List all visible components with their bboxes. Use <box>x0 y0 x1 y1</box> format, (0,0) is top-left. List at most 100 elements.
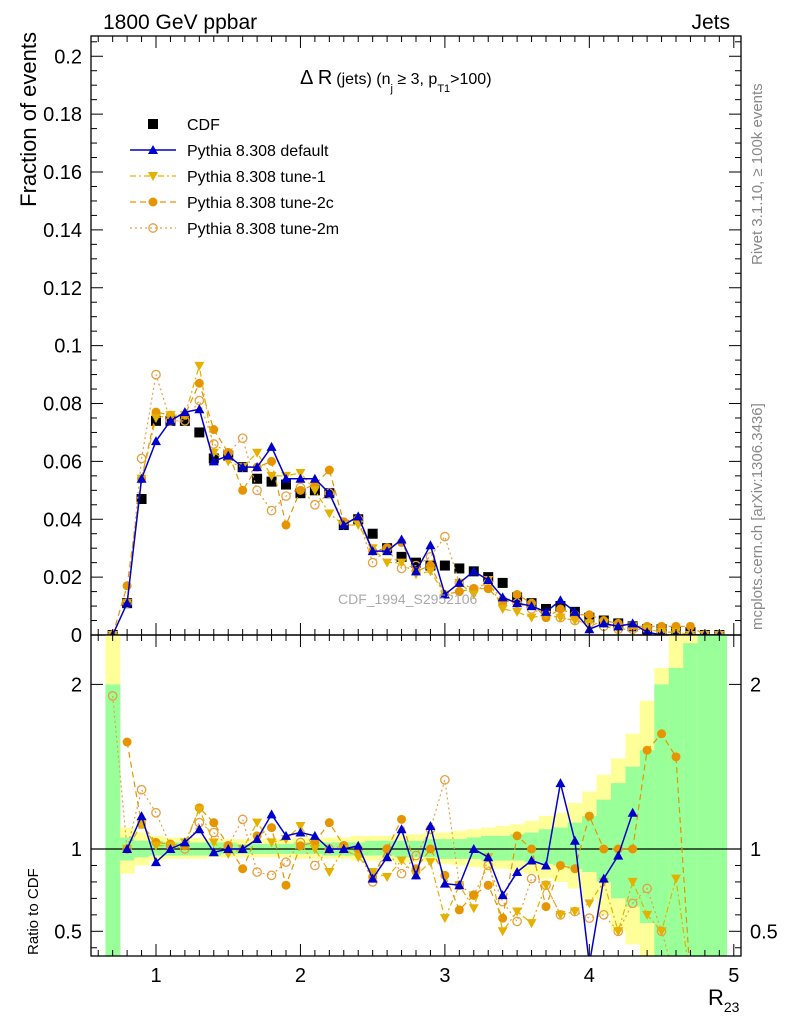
series-point-0 <box>613 621 624 631</box>
ratio-point-1 <box>627 877 638 887</box>
plot-title: Δ R (jets) (nj ≥ 3, pT1>100) <box>300 67 492 95</box>
ratio-point-1 <box>266 838 277 848</box>
x-tick-label: 1 <box>150 965 161 987</box>
ratio-point-1 <box>208 838 219 848</box>
ratio-plot: 1 2 3 4 5 0.5 0.5 1 1 2 2 <box>54 634 778 987</box>
cdf-data-point <box>454 563 465 574</box>
series-point-3 <box>237 433 248 444</box>
ratio-point-3 <box>627 898 638 909</box>
series-point-2 <box>454 587 464 597</box>
y-tick-label-top: 0.04 <box>43 509 82 531</box>
series-point-1 <box>223 457 234 467</box>
series-point-0 <box>179 407 190 417</box>
series-point-3 <box>252 485 262 496</box>
ratio-point-3 <box>151 807 161 818</box>
ratio-point-2 <box>657 729 667 739</box>
series-point-0 <box>439 589 450 599</box>
ratio-point-1 <box>353 853 364 863</box>
ratio-point-1 <box>613 927 624 937</box>
ratio-point-0 <box>223 844 234 853</box>
cdf-data-point <box>194 427 205 438</box>
ratio-point-1 <box>295 821 306 831</box>
plot-title-sub-j: j <box>390 83 393 95</box>
ratio-point-1 <box>656 927 667 937</box>
series-point-1 <box>512 607 523 617</box>
ratio-point-0 <box>541 860 551 870</box>
ratio-point-0 <box>281 830 291 840</box>
ratio-point-0 <box>208 847 219 857</box>
ratio-point-3 <box>252 867 262 877</box>
ratio-point-2 <box>295 841 305 851</box>
ratio-point-0 <box>382 852 393 862</box>
x-tick-label: 2 <box>295 965 306 987</box>
ratio-point-1 <box>642 910 653 920</box>
ratio-point-3 <box>642 883 652 894</box>
ratio-point-2 <box>498 913 508 923</box>
ratio-point-1 <box>569 907 580 917</box>
ratio-point-0 <box>367 873 378 883</box>
ratio-point-1 <box>439 914 450 924</box>
ratio-point-1 <box>555 910 566 920</box>
series-point-2 <box>324 465 334 475</box>
ratio-point-0 <box>309 830 320 840</box>
ratio-point-0 <box>122 844 133 853</box>
ratio-point-3 <box>584 913 595 923</box>
ratio-point-0 <box>468 844 479 853</box>
y-tick-label-top: 0.18 <box>43 104 82 126</box>
series-point-0 <box>569 606 580 616</box>
ratio-point-0 <box>165 844 176 853</box>
ratio-point-3 <box>440 775 450 785</box>
ratio-point-2 <box>209 818 219 828</box>
ratio-point-2 <box>584 811 594 821</box>
ratio-point-2 <box>454 905 464 915</box>
series-point-0 <box>627 618 638 628</box>
series-point-2 <box>584 610 594 620</box>
series-point-0 <box>252 462 263 472</box>
series-point-0 <box>526 601 537 611</box>
series-point-0 <box>425 540 436 550</box>
x-axis-title-sub: 23 <box>724 999 740 1015</box>
green-band-bin <box>495 835 511 861</box>
ratio-point-2 <box>238 864 248 874</box>
y-tick-label-top: 0.16 <box>43 162 82 184</box>
ratio-point-0 <box>179 837 190 847</box>
y-tick-label-top: 0.1 <box>54 336 82 358</box>
series-point-0 <box>295 473 306 483</box>
rivet-label: Rivet 3.1.10, ≥ 100k events <box>749 83 766 265</box>
series-point-2 <box>238 485 248 495</box>
series-point-3 <box>310 499 320 510</box>
ratio-point-0 <box>411 870 421 880</box>
legend-label: CDF <box>187 117 220 134</box>
y-tick-label-bottom-right: 1 <box>750 839 761 861</box>
header-left: 1800 GeV ppbar <box>103 11 257 34</box>
legend-label: Pythia 8.308 default <box>187 143 329 160</box>
ratio-point-3 <box>266 870 277 881</box>
series-point-0 <box>309 473 320 483</box>
series-point-1 <box>295 468 306 478</box>
ratio-point-1 <box>468 904 479 914</box>
series-point-1 <box>252 448 263 458</box>
series-point-3 <box>266 505 277 516</box>
series-point-1 <box>309 486 320 496</box>
green-band-bin <box>582 816 598 873</box>
ratio-point-2 <box>281 880 291 890</box>
ratio-point-0 <box>266 809 277 819</box>
y-tick-label-top: 0.08 <box>43 394 82 416</box>
ratio-point-0 <box>151 857 161 867</box>
series-point-1 <box>555 613 566 623</box>
ratio-point-3 <box>598 909 609 920</box>
series-point-1 <box>396 558 407 568</box>
ratio-line-0 <box>126 782 634 956</box>
ratio-point-0 <box>338 844 349 853</box>
ratio-point-2 <box>570 864 580 874</box>
ratio-point-0 <box>613 850 624 860</box>
y-tick-label-top: 0.14 <box>43 220 82 242</box>
ratio-point-2 <box>671 752 681 762</box>
series-point-0 <box>382 546 393 556</box>
series-point-2 <box>209 425 219 435</box>
ratio-point-2 <box>310 837 320 847</box>
series-point-1 <box>151 413 161 423</box>
ratio-point-2 <box>628 844 638 854</box>
legend: CDF Pythia 8.308 default Pythia 8.308 tune… <box>130 117 339 238</box>
